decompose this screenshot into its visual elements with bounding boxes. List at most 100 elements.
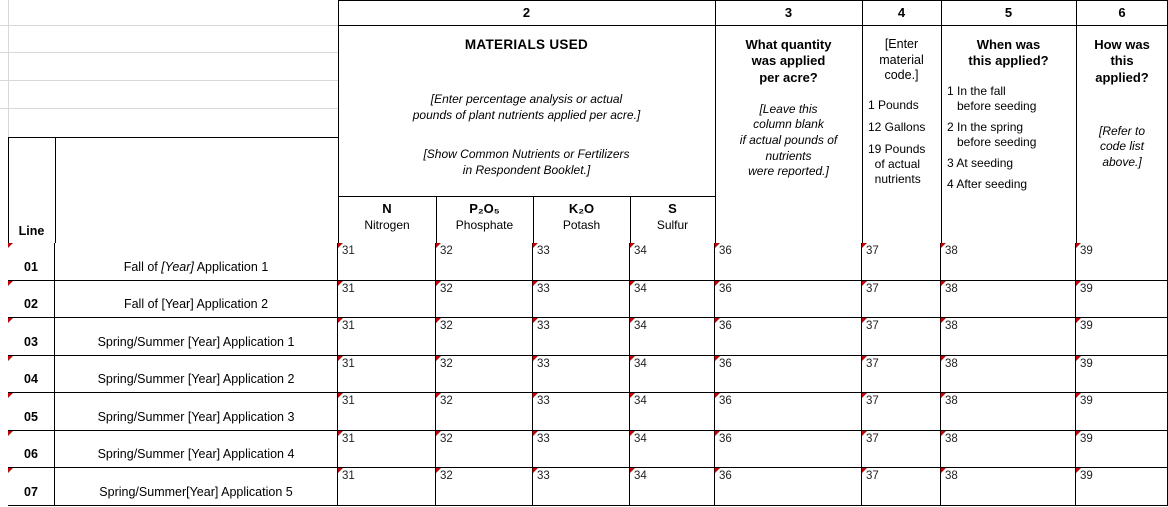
comment-indicator-icon [941,280,946,286]
column-5-number: 5 [1004,5,1013,20]
cell-sulfur[interactable]: 34 [630,468,715,506]
line-number: 04 [24,372,38,387]
cell-sulfur[interactable]: 34 [630,393,715,431]
cell-material-code[interactable]: 37 [862,430,941,469]
cell-potash[interactable]: 33 [533,430,630,469]
description-suffix: Application 1 [220,334,295,349]
comment-indicator-icon [338,393,343,399]
cell-when-applied[interactable]: 38 [941,318,1076,356]
cell-potash[interactable]: 33 [533,355,630,394]
description-cell: Fall of [Year] Application 1 [55,243,338,281]
cell-potash[interactable]: 33 [533,318,630,356]
border-line [862,0,863,243]
cell-material-code[interactable]: 37 [862,393,941,431]
cell-how-applied[interactable]: 39 [1076,355,1168,394]
line-number: 05 [24,409,38,424]
cell-potash[interactable]: 33 [533,393,630,431]
cell-code: 37 [866,470,879,483]
border-line [436,196,437,243]
row-description: Fall of [Year] Application 2 [124,297,268,311]
when-applied-header: When was this applied? 1 In the fall bef… [941,25,1076,243]
line-number: 07 [24,485,38,499]
cell-potash[interactable]: 33 [533,468,630,506]
cell-quantity[interactable]: 36 [715,468,862,506]
cell-how-applied[interactable]: 39 [1076,243,1168,281]
cell-quantity[interactable]: 36 [715,393,862,431]
column-3-number: 3 [784,5,793,20]
sheet-gridline [8,0,9,137]
line-number-cell: 02 [8,280,55,319]
cell-phosphate[interactable]: 32 [436,318,533,356]
cell-nitrogen[interactable]: 31 [338,430,436,469]
cell-phosphate[interactable]: 32 [436,468,533,506]
cell-when-applied[interactable]: 38 [941,468,1076,506]
cell-when-applied[interactable]: 38 [941,430,1076,469]
cell-nitrogen[interactable]: 31 [338,355,436,394]
cell-how-applied[interactable]: 39 [1076,318,1168,356]
cell-material-code[interactable]: 37 [862,280,941,319]
cell-sulfur[interactable]: 34 [630,280,715,319]
comment-indicator-icon [533,280,538,286]
cell-code: 39 [1080,245,1093,257]
cell-quantity[interactable]: 36 [715,430,862,469]
cell-nitrogen[interactable]: 31 [338,318,436,356]
comment-indicator-icon [715,318,720,324]
cell-sulfur[interactable]: 34 [630,318,715,356]
cell-code: 34 [634,395,647,408]
description-year: [Year] [187,334,221,349]
comment-indicator-icon [1076,468,1081,474]
cell-when-applied[interactable]: 38 [941,280,1076,319]
cell-material-code[interactable]: 37 [862,318,941,356]
cell-sulfur[interactable]: 34 [630,355,715,394]
cell-quantity[interactable]: 36 [715,355,862,394]
cell-phosphate[interactable]: 32 [436,355,533,394]
cell-sulfur[interactable]: 34 [630,243,715,281]
border-line [338,25,1168,26]
comment-indicator-icon [8,355,13,361]
cell-sulfur[interactable]: 34 [630,430,715,469]
cell-material-code[interactable]: 37 [862,468,941,506]
cell-code: 38 [945,470,958,483]
cell-material-code[interactable]: 37 [862,243,941,281]
description-suffix: Application 5 [218,485,293,499]
cell-when-applied[interactable]: 38 [941,243,1076,281]
comment-indicator-icon [436,243,441,248]
cell-phosphate[interactable]: 32 [436,243,533,281]
cell-how-applied[interactable]: 39 [1076,393,1168,431]
cell-potash[interactable]: 33 [533,280,630,319]
cell-quantity[interactable]: 36 [715,243,862,281]
comment-indicator-icon [436,430,441,436]
when-applied-options: 1 In the fall before seeding 2 In the sp… [941,84,1076,198]
cell-nitrogen[interactable]: 31 [338,280,436,319]
cell-quantity[interactable]: 36 [715,318,862,356]
cell-when-applied[interactable]: 38 [941,393,1076,431]
comment-indicator-icon [630,393,635,399]
cell-potash[interactable]: 33 [533,243,630,281]
cell-code: 36 [719,432,732,445]
cell-nitrogen[interactable]: 31 [338,468,436,506]
description-cell: Spring/Summer[Year] Application 5 [55,468,338,506]
comment-indicator-icon [630,280,635,286]
cell-phosphate[interactable]: 32 [436,430,533,469]
cell-quantity[interactable]: 36 [715,280,862,319]
cell-nitrogen[interactable]: 31 [338,243,436,281]
cell-when-applied[interactable]: 38 [941,355,1076,394]
line-number: 01 [24,259,38,274]
cell-code: 33 [537,245,550,257]
cell-how-applied[interactable]: 39 [1076,468,1168,506]
when-applied-option: 2 In the spring before seeding [947,119,1037,149]
cell-material-code[interactable]: 37 [862,355,941,394]
comment-indicator-icon [862,393,867,399]
cell-nitrogen[interactable]: 31 [338,393,436,431]
description-suffix: Application 4 [220,447,295,462]
comment-indicator-icon [338,468,343,474]
cell-phosphate[interactable]: 32 [436,280,533,319]
cell-code: 39 [1080,282,1093,295]
comment-indicator-icon [533,468,538,474]
cell-how-applied[interactable]: 39 [1076,280,1168,319]
cell-how-applied[interactable]: 39 [1076,430,1168,469]
line-number-cell: 01 [8,243,55,281]
cell-phosphate[interactable]: 32 [436,393,533,431]
cell-code: 38 [945,245,958,257]
material-code-option: 12 Gallons [868,119,926,134]
